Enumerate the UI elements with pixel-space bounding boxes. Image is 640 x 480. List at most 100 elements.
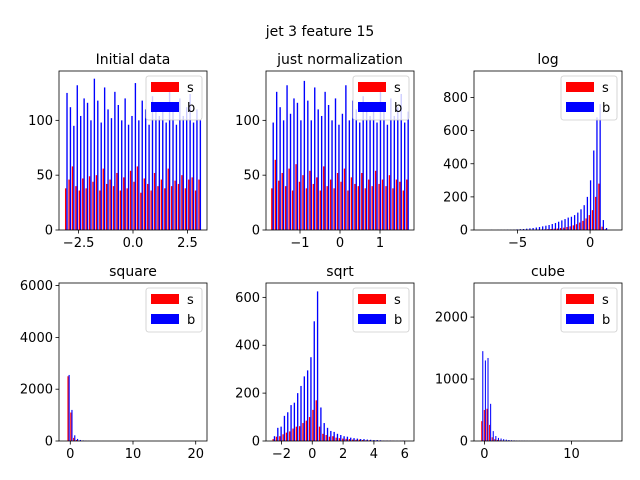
bar-s: [288, 168, 290, 230]
bar-s: [174, 180, 176, 230]
bar-s: [275, 436, 278, 441]
bar-s: [336, 172, 339, 230]
bar-b: [131, 115, 133, 230]
bar-s: [553, 228, 555, 230]
subplot-title: just normalization: [276, 52, 403, 68]
bar-b: [69, 107, 72, 230]
bar-b: [326, 427, 329, 441]
bar-s: [319, 190, 321, 230]
legend-label-s: s: [602, 81, 609, 96]
bar-b: [397, 107, 399, 230]
bar-s: [147, 183, 149, 230]
bar-s: [361, 440, 364, 441]
bar-b: [138, 120, 140, 230]
bar-b: [93, 78, 96, 231]
bar-s: [325, 435, 327, 441]
bar-b: [280, 426, 282, 441]
bar-s: [194, 190, 197, 230]
legend-swatch-b: [358, 102, 386, 112]
bar-s: [279, 436, 281, 441]
bar-s: [316, 177, 318, 230]
bar-s: [315, 400, 317, 441]
bar-b: [333, 431, 335, 441]
bar-s: [585, 218, 587, 230]
bar-s: [75, 439, 78, 441]
bar-s: [95, 175, 98, 230]
bar-s: [388, 175, 391, 230]
bar-s: [355, 439, 357, 441]
bar-b: [407, 111, 409, 230]
bar-s: [284, 186, 287, 230]
legend: sb: [560, 287, 618, 333]
bar-b: [508, 440, 510, 441]
bar-b: [182, 115, 184, 230]
legend-swatch-s: [151, 294, 179, 304]
bar-s: [67, 376, 69, 441]
bar-b: [529, 228, 531, 230]
bar-b: [74, 435, 76, 441]
bar-b: [345, 85, 347, 230]
axes-frame: [473, 282, 623, 442]
bar-s: [78, 190, 81, 230]
bar-b: [330, 430, 332, 441]
bar-s: [340, 181, 342, 230]
bar-b: [127, 124, 130, 230]
bar-b: [605, 228, 608, 230]
bar-b: [522, 229, 525, 230]
bar-s: [489, 424, 491, 441]
bar-s: [332, 436, 334, 441]
bar-b: [542, 226, 544, 230]
bar-s: [305, 420, 307, 441]
legend-label-b: b: [394, 101, 402, 116]
subplot-3: log −5 0 0 200 400 600 800 sb: [443, 52, 623, 251]
bar-b: [289, 113, 292, 230]
bar-s: [272, 439, 274, 441]
bar-s: [109, 179, 111, 230]
bar-b: [114, 91, 116, 230]
x-tick-label: 4: [370, 447, 378, 462]
bar-s: [312, 183, 315, 230]
bar-b: [196, 109, 198, 230]
bar-b: [372, 102, 375, 230]
bar-b: [366, 439, 368, 441]
legend-label-s: s: [394, 293, 401, 308]
bar-b: [71, 409, 73, 441]
bar-s: [547, 229, 549, 230]
bar-b: [117, 104, 119, 230]
bar-b: [526, 228, 528, 230]
bar-b: [484, 360, 486, 441]
bar-b: [497, 437, 499, 441]
bar-b: [317, 109, 319, 230]
bar-s: [133, 181, 135, 230]
bar-b: [141, 100, 143, 230]
bar-b: [350, 437, 352, 441]
bar-s: [309, 170, 311, 230]
bar-b: [144, 109, 147, 230]
bar-b: [186, 107, 188, 230]
bar-s: [68, 179, 70, 230]
bar-b: [535, 227, 537, 230]
bar-s: [289, 431, 291, 441]
bar-b: [340, 435, 342, 441]
bar-b: [310, 357, 312, 441]
bar-b: [362, 96, 364, 230]
y-tick-label: 2000: [435, 311, 468, 326]
bar-s: [119, 190, 122, 230]
bar-s: [328, 436, 331, 441]
legend-label-b: b: [602, 313, 610, 328]
bar-s: [153, 172, 156, 230]
bar-b: [324, 91, 326, 230]
subplot-1: Initial data −2.5 0.0 2.5 0 50 100 sb: [28, 52, 208, 251]
bar-s: [295, 164, 297, 230]
bar-b: [286, 85, 288, 230]
bar-b: [490, 403, 492, 441]
bar-b: [97, 100, 99, 230]
bar-b: [577, 212, 579, 230]
bar-s: [354, 183, 356, 230]
bar-s: [70, 412, 72, 441]
bar-b: [602, 220, 604, 230]
bar-b: [355, 109, 357, 230]
bar-s: [572, 225, 574, 230]
bar-b: [379, 89, 382, 230]
